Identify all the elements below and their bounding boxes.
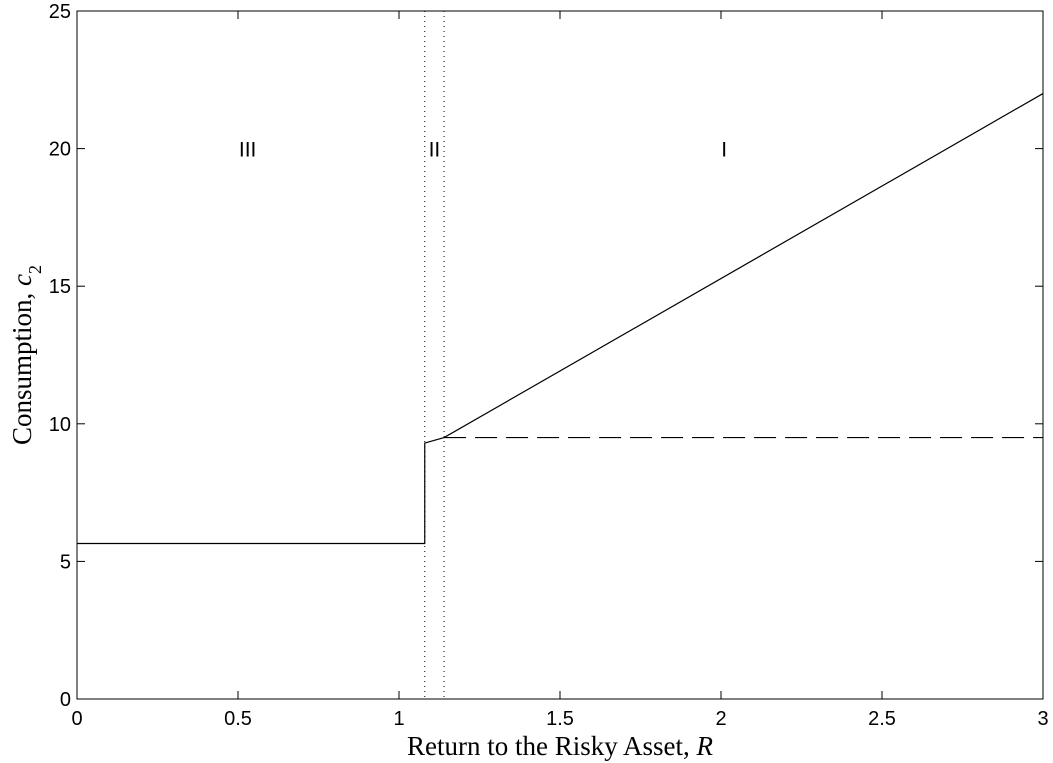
region-labels: III II I (239, 139, 727, 162)
x-tick-label-5: 2.5 (868, 708, 896, 730)
y-tick-label-1: 5 (60, 551, 71, 573)
series-lines (77, 93, 1044, 545)
region-label-iii: III (239, 139, 257, 162)
axis-ticks (76, 10, 1044, 700)
y-tick-label-3: 15 (49, 276, 71, 298)
x-axis-label: Return to the Risky Asset, R (407, 731, 714, 761)
region-label-i: I (721, 139, 727, 162)
x-tick-label-2: 1 (393, 708, 404, 730)
plot-area (76, 10, 1044, 700)
x-tick-label-1: 0.5 (224, 708, 252, 730)
x-tick-label-6: 3 (1037, 708, 1048, 730)
solid-series-line (77, 93, 1044, 545)
y-tick-label-5: 25 (49, 1, 71, 23)
x-tick-label-4: 2 (715, 708, 726, 730)
y-axis-label: Consumption, c2 (7, 265, 45, 445)
tick-labels: 0 0.5 1 1.5 2 2.5 3 0 5 10 15 20 25 (49, 1, 1049, 730)
x-tick-label-3: 1.5 (546, 708, 574, 730)
y-tick-label-2: 10 (49, 414, 71, 436)
region-label-ii: II (429, 139, 441, 162)
x-tick-label-0: 0 (71, 708, 82, 730)
y-tick-label-4: 20 (49, 139, 71, 161)
y-tick-label-0: 0 (60, 689, 71, 711)
